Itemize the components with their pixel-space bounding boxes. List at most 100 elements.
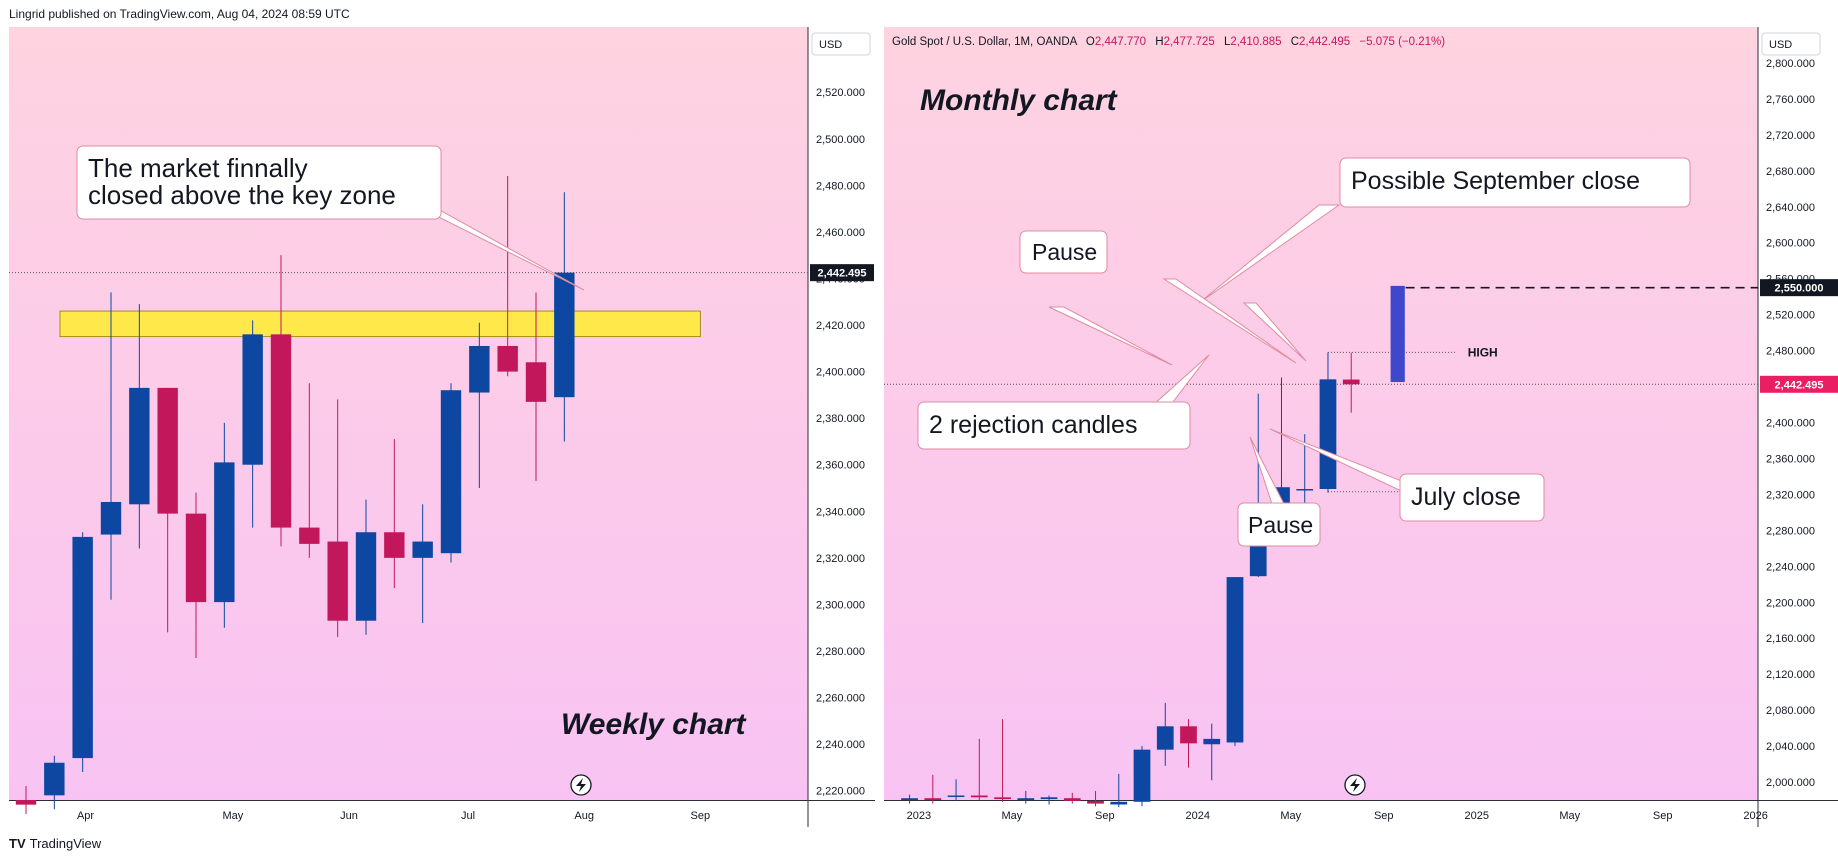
y-tick-label: 2,460.000 [816,227,865,239]
projected-close-label: 2,550.000 [1775,283,1824,295]
callout-pause-bottom: Pause [1237,436,1321,547]
candle-body [15,800,37,805]
candle[interactable] [15,786,37,814]
candle[interactable] [1342,352,1360,413]
candle[interactable] [469,322,490,489]
y-tick-label: 2,360.000 [816,460,865,472]
monthly-chart[interactable]: HIGHLOW 2,000.0002,040.0002,080.0002,120… [884,27,1838,827]
candle[interactable] [1180,719,1197,768]
y-tick-label: 2,400.000 [1766,417,1815,429]
candle[interactable] [44,755,65,810]
candle[interactable] [129,304,150,549]
candle[interactable] [1203,723,1221,781]
candle-body [242,334,263,465]
tradingview-brand-name: TradingView [29,836,102,851]
monthly-chart-panel[interactable]: HIGHLOW 2,000.0002,040.0002,080.0002,120… [884,27,1838,827]
y-tick-label: 2,400.000 [816,367,865,379]
candle-body [384,532,405,558]
lightning-icon[interactable] [570,774,592,796]
tradingview-logo[interactable]: TV TradingView [9,836,101,851]
candle[interactable] [924,774,942,804]
candle[interactable] [1133,746,1151,807]
last-price-badge: 2,442.495 [810,264,874,282]
x-tick-label: Aug [574,810,594,822]
candle[interactable] [185,492,207,658]
candle[interactable] [1110,773,1128,808]
candle[interactable] [327,399,348,638]
candle[interactable] [355,499,377,635]
y-tick-label: 2,720.000 [1766,130,1815,142]
candle[interactable] [299,383,320,558]
candle-body [1063,798,1081,801]
y-tick-label: 2,520.000 [1766,310,1815,322]
candle[interactable] [1156,702,1174,766]
weekly-chart-label: Weekly chart [561,708,748,741]
currency-button[interactable]: USD [811,32,871,56]
x-tick-label: Sep [691,810,711,822]
candle[interactable] [1063,792,1081,804]
candle[interactable] [1319,352,1337,493]
candle-body [299,527,320,544]
candle[interactable] [497,176,518,377]
candle[interactable] [901,794,918,804]
x-tick-label: May [222,810,243,822]
candle-body [947,795,965,798]
candle[interactable] [947,779,965,801]
last-price-badge: 2,442.495 [1760,375,1838,393]
x-tick-label: Jul [461,810,475,822]
x-tick-label: 2023 [907,810,931,822]
callout-pause-top [1048,306,1173,366]
candle[interactable] [157,387,178,633]
candle[interactable] [1087,791,1104,807]
candle-body [327,541,348,621]
monthly-chart-label: Monthly chart [920,84,1119,117]
y-tick-label: 2,800.000 [1766,58,1815,70]
candle[interactable] [1017,791,1035,804]
y-tick-label: 2,760.000 [1766,94,1815,106]
y-tick-label: 2,420.000 [816,320,865,332]
candle[interactable] [100,292,122,600]
weekly-chart[interactable]: 2,220.000 2,240.000 2,260.000 2,280.000 2,30… [9,27,875,827]
key-zone[interactable] [59,310,701,338]
publisher-line: Lingrid published on TradingView.com, Au… [9,7,350,21]
level-label: HIGH [1468,345,1498,359]
x-tick-label: 2025 [1464,810,1488,822]
currency-label: USD [819,39,842,51]
y-tick-label: 2,160.000 [1766,633,1815,645]
candle[interactable] [440,383,462,563]
y-tick-label: 2,040.000 [1766,741,1815,753]
candle[interactable] [384,439,405,589]
y-tick-label: 2,200.000 [1766,597,1815,609]
candle-body [1110,801,1128,805]
candle-body [1133,749,1151,802]
candle[interactable] [970,738,988,800]
candle[interactable] [994,719,1011,802]
candle-body [270,334,292,528]
y-tick-label: 2,240.000 [1766,561,1815,573]
lightning-icon[interactable] [1344,774,1366,796]
candle[interactable] [72,532,93,773]
candle[interactable] [525,292,547,482]
y-tick-label: 2,520.000 [816,87,865,99]
weekly-chart-panel[interactable]: 2,220.000 2,240.000 2,260.000 2,280.000 2,30… [9,27,875,827]
candle[interactable] [214,422,235,628]
callout-pause-box-top: Pause [1019,230,1108,274]
candle-body [1017,798,1035,800]
candle[interactable] [270,255,292,547]
candle[interactable] [242,320,263,528]
y-tick-label: 2,340.000 [816,506,865,518]
candle[interactable] [554,192,575,442]
candle[interactable] [412,504,433,624]
candle-body [1156,726,1174,750]
currency-button[interactable]: USD [1761,32,1821,56]
projected-september-candle[interactable] [1390,285,1405,383]
candle[interactable] [1040,795,1058,805]
y-tick-label: 2,320.000 [1766,489,1815,501]
candle-body [129,387,150,505]
callout-pause-bottom-text: Pause [1248,512,1313,538]
candle[interactable] [1226,577,1244,747]
y-tick-label: 2,500.000 [816,134,865,146]
callout-text-line-2: closed above the key zone [88,180,396,210]
callout-possible-september: Possible September close [1198,157,1691,304]
y-tick-label: 2,480.000 [1766,346,1815,358]
